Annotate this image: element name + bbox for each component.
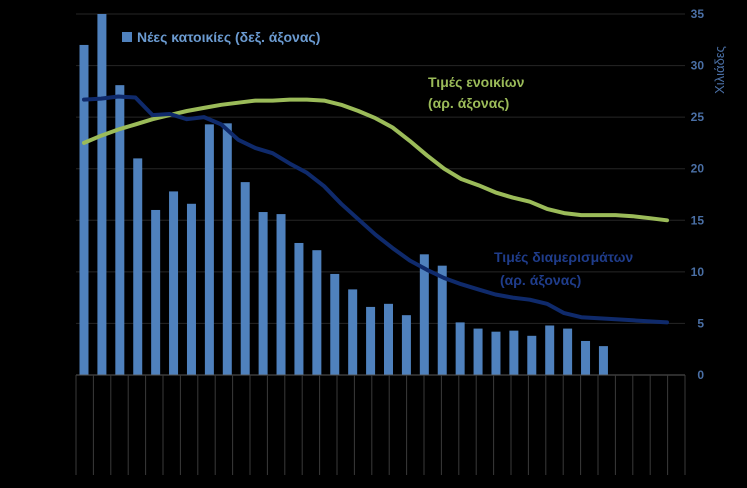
apartment-price-line xyxy=(82,94,669,325)
bar xyxy=(151,209,161,375)
bar xyxy=(473,328,483,375)
bar xyxy=(222,123,232,376)
gridlines xyxy=(76,13,685,376)
bar xyxy=(133,158,143,375)
bar xyxy=(455,322,465,375)
bar xyxy=(97,14,107,375)
bar xyxy=(419,254,429,375)
bar xyxy=(545,325,555,375)
apartment-line-label-1: Τιμές διαμερισμάτων xyxy=(494,249,633,265)
bar xyxy=(401,315,411,375)
y-tick-label: 15 xyxy=(691,213,705,227)
bar xyxy=(258,212,268,375)
bar-series xyxy=(79,14,608,376)
y-tick-label: 35 xyxy=(691,7,705,21)
legend-swatch xyxy=(122,32,132,42)
apartment-line-label-2: (αρ. άξονας) xyxy=(500,272,581,288)
bar xyxy=(204,124,214,375)
rent-line-label-2: (αρ. άξονας) xyxy=(428,95,509,111)
legend: Νέες κατοικίες (δεξ. άξονας) xyxy=(122,29,320,45)
y-tick-label: 0 xyxy=(697,368,704,382)
bar xyxy=(527,335,537,375)
bar xyxy=(581,340,591,375)
bar xyxy=(563,328,573,375)
bar xyxy=(312,250,322,375)
bar xyxy=(169,191,179,375)
right-axis-unit: Χιλιάδες xyxy=(712,46,727,94)
rent-line-label-1: Τιμές ενοικίων xyxy=(428,74,525,90)
y-tick-label: 10 xyxy=(691,265,705,279)
bar xyxy=(509,330,519,375)
bar xyxy=(491,331,501,375)
line-series xyxy=(82,94,669,325)
legend-label: Νέες κατοικίες (δεξ. άξονας) xyxy=(137,29,320,45)
bar xyxy=(294,242,304,375)
y-tick-label: 5 xyxy=(697,316,704,330)
bar xyxy=(330,273,340,375)
bar xyxy=(240,182,250,375)
y-tick-label: 30 xyxy=(691,59,705,73)
y-tick-label: 20 xyxy=(691,162,705,176)
bar xyxy=(598,346,608,375)
bar xyxy=(115,85,125,375)
bar xyxy=(186,203,196,375)
bar xyxy=(366,306,376,375)
bar xyxy=(276,214,286,375)
bar xyxy=(79,44,89,375)
rent-price-line xyxy=(82,97,669,223)
x-axis xyxy=(75,374,686,475)
bar xyxy=(437,265,447,375)
bar xyxy=(348,289,358,375)
bar xyxy=(384,303,393,375)
y-axis-ticks: 0 5 10 15 20 25 30 35 xyxy=(691,7,705,382)
y-tick-label: 25 xyxy=(691,110,705,124)
